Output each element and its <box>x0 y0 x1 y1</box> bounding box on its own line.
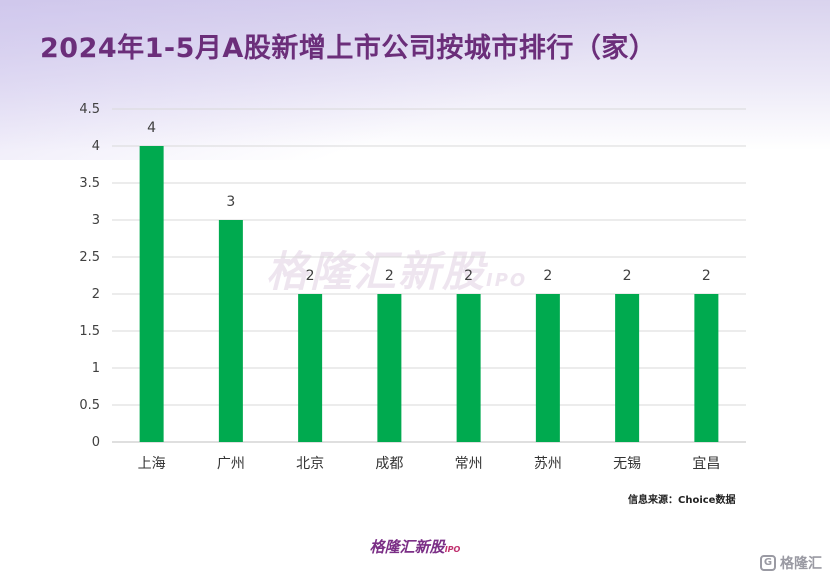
corner-brand-name: 格隆汇 <box>780 556 822 572</box>
brand-ipo: IPO <box>444 545 461 554</box>
data-label: 2 <box>385 268 394 284</box>
x-tick-label: 上海 <box>138 456 166 472</box>
brand-name: 格隆汇新股 <box>369 538 445 556</box>
data-label: 2 <box>464 268 473 284</box>
gelonghui-icon: G <box>760 555 776 571</box>
bar <box>377 294 402 442</box>
bars <box>139 146 719 442</box>
bar <box>298 294 323 442</box>
bar <box>456 294 481 442</box>
corner-logo: G 格隆汇 <box>760 553 822 573</box>
gridlines <box>112 108 746 443</box>
x-tick-label: 成都 <box>375 456 403 472</box>
y-tick-label: 2.5 <box>79 250 100 265</box>
brand-logo: 格隆汇新股IPO <box>0 536 830 557</box>
bar <box>615 294 640 442</box>
data-label: 4 <box>147 120 156 136</box>
x-tick-label: 常州 <box>455 456 483 472</box>
x-axis-tick-labels: 上海 广州 北京 成都 常州 苏州 无锡 宜昌 <box>138 456 721 472</box>
x-tick-label: 宜昌 <box>692 456 720 472</box>
y-tick-label: 0 <box>92 435 100 450</box>
bar <box>694 294 719 442</box>
y-tick-label: 2 <box>92 287 100 302</box>
y-tick-label: 3.5 <box>79 176 100 191</box>
source-note: 信息来源：Choice数据 <box>628 495 736 506</box>
y-tick-label: 4 <box>92 139 100 154</box>
chart-title: 2024年1-5月A股新增上市公司按城市排行（家） <box>40 33 657 64</box>
y-axis-tick-labels: 0 0.5 1 1.5 2 2.5 3 3.5 4 4.5 <box>79 102 100 450</box>
data-label: 2 <box>702 268 711 284</box>
bar <box>535 294 560 442</box>
y-tick-label: 0.5 <box>79 398 100 413</box>
data-label: 2 <box>306 268 315 284</box>
bar <box>218 220 243 442</box>
bar <box>139 146 164 442</box>
data-label: 2 <box>543 268 552 284</box>
y-tick-label: 1 <box>92 361 100 376</box>
y-tick-label: 3 <box>92 213 100 228</box>
x-tick-label: 无锡 <box>613 456 641 472</box>
y-tick-label: 1.5 <box>79 324 100 339</box>
watermark-ipo: IPO <box>486 270 528 291</box>
x-tick-label: 北京 <box>296 456 324 472</box>
data-label: 3 <box>226 194 235 210</box>
data-labels: 4 3 2 2 2 2 2 2 <box>147 120 711 284</box>
watermark-logo: 格隆汇新股IPO <box>266 238 527 299</box>
x-tick-label: 广州 <box>217 456 245 472</box>
x-tick-label: 苏州 <box>534 456 562 472</box>
watermark-text: 格隆汇新股 <box>266 247 487 296</box>
data-label: 2 <box>623 268 632 284</box>
y-tick-label: 4.5 <box>79 102 100 117</box>
